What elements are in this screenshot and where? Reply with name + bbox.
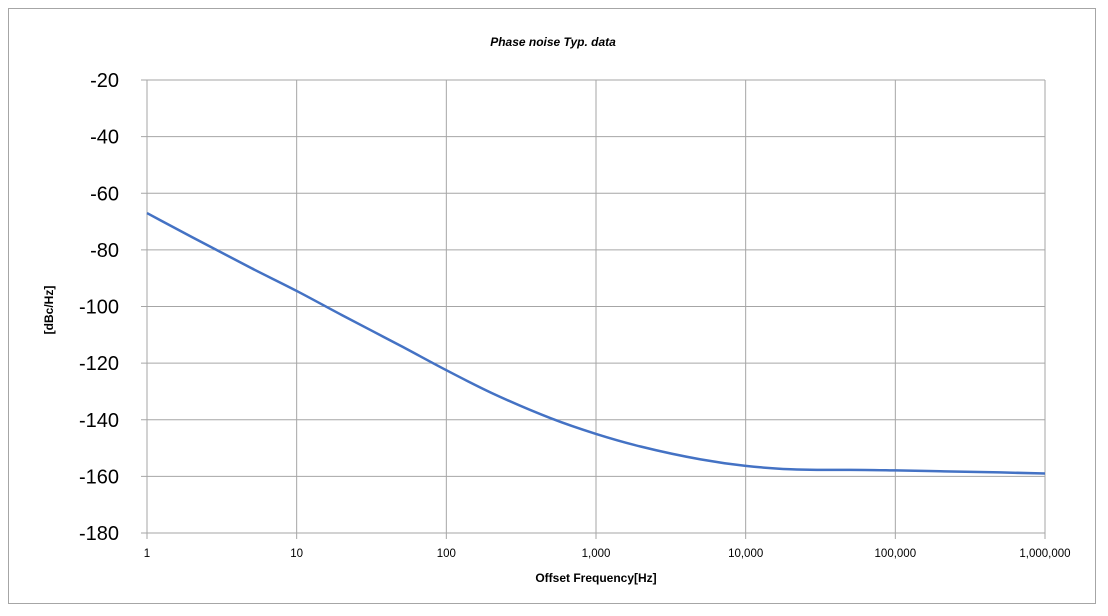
x-tick-label: 100 xyxy=(437,548,456,560)
y-tick-label: -40 xyxy=(90,127,119,149)
x-tick-label: 1,000,000 xyxy=(1019,548,1070,560)
grid xyxy=(146,79,1046,534)
x-tick-label: 10,000 xyxy=(728,548,763,560)
x-tick-label: 10 xyxy=(290,548,303,560)
y-tick-label: -100 xyxy=(79,297,119,319)
y-axis-label: [dBc/Hz] xyxy=(42,286,56,335)
y-axis-ticks: -20 -40 -60 -80 -100 -120 -140 -160 -180 xyxy=(79,70,147,545)
y-tick-label: -60 xyxy=(90,183,119,205)
y-tick-label: -160 xyxy=(79,466,119,488)
y-tick-label: -20 xyxy=(90,70,119,92)
x-tick-label: 1 xyxy=(144,548,150,560)
x-tick-label: 1,000 xyxy=(582,548,611,560)
series-line xyxy=(146,211,1046,475)
y-tick-label: -80 xyxy=(90,240,119,262)
x-axis-ticks: 1 10 100 1,000 10,000 100,000 1,000,000 xyxy=(144,533,1071,560)
y-tick-label: -180 xyxy=(79,523,119,545)
y-tick-label: -140 xyxy=(79,410,119,432)
y-tick-label: -120 xyxy=(79,353,119,375)
x-axis-label: Offset Frequency[Hz] xyxy=(535,571,656,585)
series-group xyxy=(146,211,1046,475)
chart-title: Phase noise Typ. data xyxy=(490,35,616,49)
x-tick-label: 100,000 xyxy=(875,548,917,560)
